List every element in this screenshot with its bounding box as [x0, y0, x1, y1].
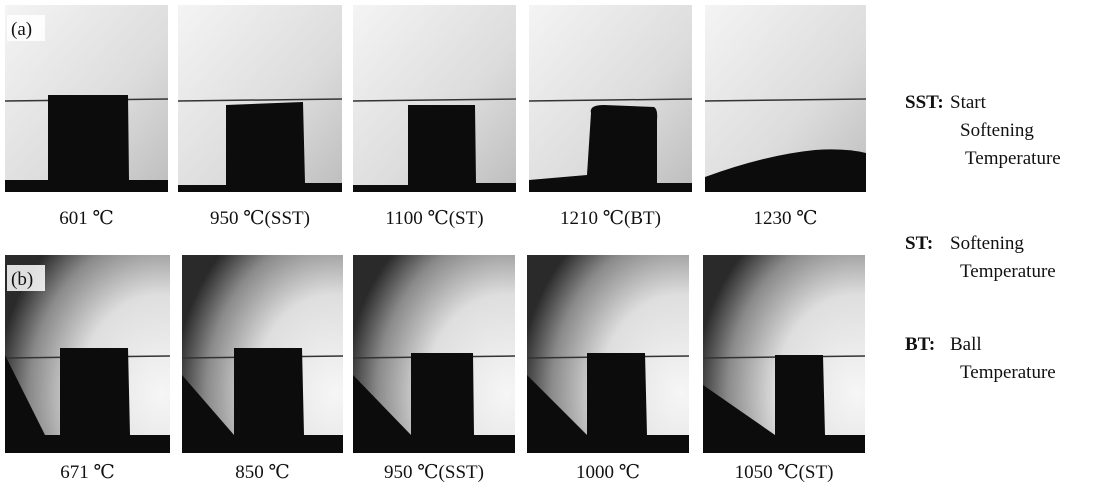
caption: 1000 ℃ [576, 462, 640, 483]
legend-text: Temperature [965, 148, 1061, 169]
photo [529, 5, 692, 192]
caption: 671 ℃ [60, 462, 115, 483]
legend-text: Temperature [960, 261, 1056, 282]
caption: 1230 ℃ [753, 208, 817, 229]
legend-term: SST: [905, 92, 944, 113]
legend-term: ST: [905, 233, 933, 254]
photo [178, 5, 342, 192]
photo [527, 255, 689, 453]
photo [705, 5, 866, 192]
page: { "rows": [ {"label": "(a)", "panels": [… [0, 0, 1115, 491]
caption: 950 ℃(SST) [384, 462, 484, 483]
caption: 850 ℃ [235, 462, 290, 483]
legend-text: Start [950, 92, 987, 113]
photo [353, 5, 516, 192]
figure: 601 ℃ 950 ℃(SST) 1100 ℃(ST) 1210 ℃(BT) 1230 … [0, 0, 1115, 491]
caption: 1050 ℃(ST) [735, 462, 834, 483]
caption: 1100 ℃(ST) [385, 208, 483, 229]
legend-text: Temperature [960, 362, 1056, 383]
photo [182, 255, 343, 453]
legend-term: BT: [905, 334, 935, 355]
legend-text: Softening [950, 233, 1024, 254]
photo [353, 255, 515, 453]
row-label: (a) [11, 19, 32, 40]
legend-text: Ball [950, 334, 982, 355]
legend-text: Softening [960, 120, 1034, 141]
photo [703, 255, 865, 453]
caption: 1210 ℃(BT) [560, 208, 661, 229]
caption: 601 ℃ [59, 208, 114, 229]
caption: 950 ℃(SST) [210, 208, 310, 229]
row-label: (b) [11, 269, 33, 290]
